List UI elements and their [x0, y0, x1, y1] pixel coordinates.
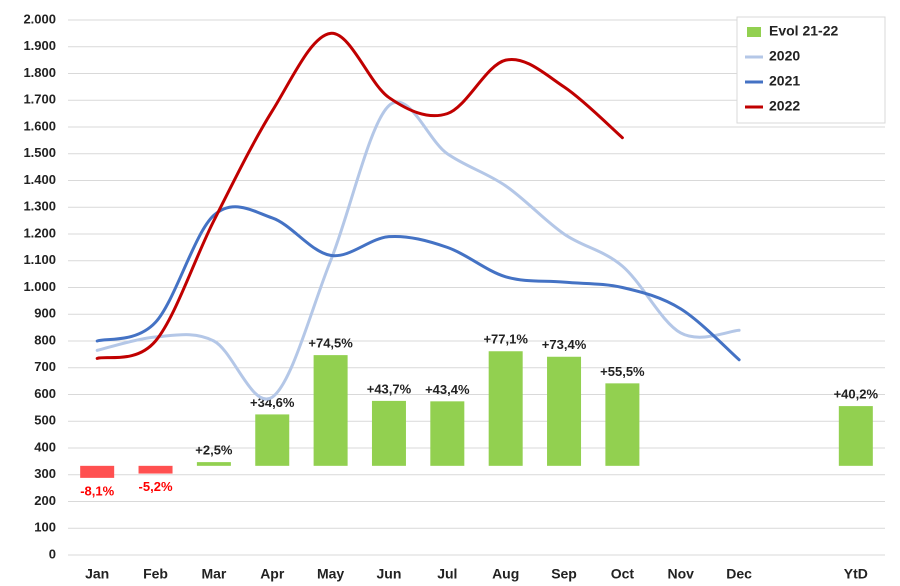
- legend-swatch: [747, 27, 761, 37]
- y-tick-label: 1.900: [23, 38, 56, 53]
- bar-value-label: +2,5%: [195, 443, 233, 458]
- y-tick-label: 400: [34, 439, 56, 454]
- bar-value-label: +77,1%: [483, 332, 528, 347]
- bar-value-label: +55,5%: [600, 364, 645, 379]
- bar-value-label: -5,2%: [139, 479, 173, 494]
- bar: [196, 462, 231, 466]
- x-tick-label: Jun: [377, 566, 402, 582]
- bar: [371, 400, 406, 466]
- x-tick-label: Feb: [143, 566, 168, 582]
- x-tick-label: Apr: [260, 566, 285, 582]
- x-tick-label: Jul: [437, 566, 457, 582]
- y-tick-label: 1.300: [23, 199, 56, 214]
- y-tick-label: 300: [34, 466, 56, 481]
- y-tick-label: 1.000: [23, 279, 56, 294]
- bar: [838, 406, 873, 466]
- y-tick-label: 500: [34, 413, 56, 428]
- bar: [313, 355, 348, 466]
- y-tick-label: 700: [34, 359, 56, 374]
- bar-value-label: +43,7%: [367, 381, 412, 396]
- y-tick-label: 2.000: [23, 11, 56, 26]
- bar: [488, 351, 523, 466]
- legend-label: Evol 21-22: [769, 23, 838, 39]
- y-tick-label: 1.500: [23, 145, 56, 160]
- y-tick-label: 1.400: [23, 172, 56, 187]
- legend-box: [736, 16, 886, 124]
- x-tick-label: Aug: [492, 566, 519, 582]
- legend-label: 2021: [769, 73, 800, 89]
- line-series: [95, 205, 741, 362]
- bar: [430, 401, 465, 466]
- y-tick-label: 200: [34, 493, 56, 508]
- x-tick-label: YtD: [844, 566, 868, 582]
- x-tick-label: Sep: [551, 566, 577, 582]
- y-tick-label: 900: [34, 306, 56, 321]
- y-tick-label: 1.200: [23, 225, 56, 240]
- x-tick-label: Dec: [726, 566, 752, 582]
- y-tick-label: 1.800: [23, 65, 56, 80]
- bar: [605, 383, 640, 466]
- bar-value-label: +74,5%: [308, 336, 353, 351]
- bar: [138, 465, 173, 474]
- bar-value-label: -8,1%: [80, 483, 114, 498]
- y-tick-label: 1.600: [23, 118, 56, 133]
- x-tick-label: May: [317, 566, 344, 582]
- bar: [255, 414, 290, 466]
- legend-label: 2020: [769, 48, 800, 64]
- y-tick-label: 100: [34, 520, 56, 535]
- bar: [80, 465, 115, 478]
- x-tick-label: Jan: [85, 566, 109, 582]
- bar-value-label: +43,4%: [425, 382, 470, 397]
- legend-label: 2022: [769, 98, 800, 114]
- y-tick-label: 1.100: [23, 252, 56, 267]
- x-tick-label: Oct: [611, 566, 635, 582]
- y-tick-label: 0: [49, 546, 56, 561]
- y-tick-label: 1.700: [23, 92, 56, 107]
- line-series: [95, 31, 624, 360]
- bar: [547, 356, 582, 466]
- x-tick-label: Mar: [201, 566, 226, 582]
- y-tick-label: 600: [34, 386, 56, 401]
- bar-value-label: +73,4%: [542, 337, 587, 352]
- y-tick-label: 800: [34, 332, 56, 347]
- bar-value-label: +40,2%: [834, 387, 879, 402]
- x-tick-label: Nov: [668, 566, 695, 582]
